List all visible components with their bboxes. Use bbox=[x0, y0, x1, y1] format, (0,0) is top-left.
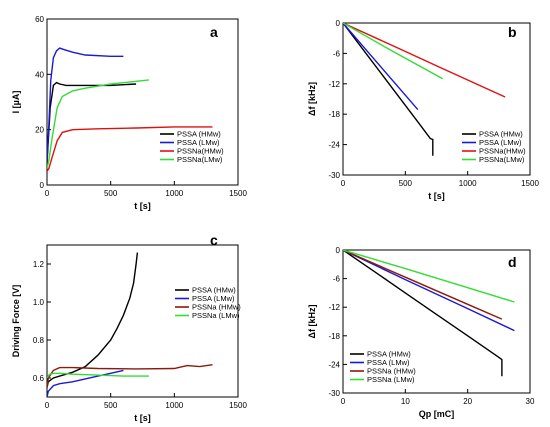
series-line-3 bbox=[47, 372, 149, 379]
x-tick-label: 1500 bbox=[521, 179, 539, 188]
y-tick-label: -18 bbox=[328, 332, 340, 341]
x-axis-label: Qp [mC] bbox=[419, 409, 455, 419]
legend-entry: PSSA (HMw) bbox=[192, 286, 236, 295]
y-tick-label: -24 bbox=[328, 141, 340, 150]
y-tick-label: 20 bbox=[35, 126, 44, 135]
panel-letter: a bbox=[210, 24, 218, 40]
plot-frame bbox=[342, 249, 531, 394]
legend-entry: PSSA (LMw) bbox=[192, 294, 235, 303]
y-tick-label: 0 bbox=[336, 19, 341, 28]
legend-entry: PSSA (HMw) bbox=[367, 350, 411, 359]
legend-entry: PSSNa(LMw) bbox=[177, 155, 223, 164]
x-axis-label: t [s] bbox=[134, 413, 151, 423]
series-line-2 bbox=[47, 364, 213, 388]
legend-entry: PSSNa(HMw) bbox=[177, 147, 224, 156]
legend-entry: PSSNa (HMw) bbox=[367, 367, 416, 376]
series-line-0 bbox=[47, 81, 137, 163]
legend-entry: PSSNa (LMw) bbox=[192, 311, 240, 320]
legend-entry: PSSNa(HMw) bbox=[479, 147, 526, 156]
series-line-2 bbox=[343, 23, 506, 98]
panel-c: 0 500 1000 1500 0.6 0.8 1.0 1.2 t [s] Driving For… bbox=[11, 232, 247, 423]
y-tick-label: 40 bbox=[35, 70, 44, 79]
y-tick-label: -12 bbox=[328, 80, 340, 89]
legend: PSSA (HMw)PSSA (LMw)PSSNa (HMw)PSSNa (LM… bbox=[350, 350, 416, 384]
x-axis-label: t [s] bbox=[134, 201, 151, 211]
plot-frame bbox=[46, 18, 239, 186]
y-tick-label: -30 bbox=[328, 171, 340, 180]
x-tick-label: 0 bbox=[45, 401, 50, 410]
panel-letter: d bbox=[508, 254, 517, 270]
panel-b: 0 500 1000 1500 0 -6 -12 -18 -24 -30 t [s] Δf [kHz]… bbox=[307, 19, 539, 201]
y-tick-label: 0 bbox=[336, 246, 341, 255]
x-tick-label: 0 bbox=[341, 179, 346, 188]
legend-entry: PSSA (HMw) bbox=[479, 130, 523, 139]
series-line-1 bbox=[47, 369, 124, 397]
series-line-3 bbox=[47, 79, 149, 169]
x-axis-label: t [s] bbox=[428, 191, 445, 201]
y-tick-label: 0.6 bbox=[33, 374, 45, 383]
series-line-1 bbox=[343, 23, 419, 111]
y-tick-label: 1.2 bbox=[33, 260, 45, 269]
series-line-2 bbox=[343, 250, 503, 320]
series-line-1 bbox=[47, 47, 124, 161]
legend: PSSA (HMw)PSSA (LMw)PSSNa (HMw)PSSNa (LM… bbox=[175, 286, 241, 320]
series-line-3 bbox=[343, 250, 515, 303]
x-tick-label: 0 bbox=[45, 189, 50, 198]
x-tick-label: 500 bbox=[104, 401, 118, 410]
x-tick-label: 1000 bbox=[165, 401, 183, 410]
x-tick-label: 30 bbox=[526, 397, 535, 406]
legend-entry: PSSA (LMw) bbox=[367, 358, 410, 367]
y-tick-label: -12 bbox=[328, 303, 340, 312]
y-tick-label: 1.0 bbox=[33, 298, 45, 307]
series-line-0 bbox=[47, 252, 139, 388]
y-axis-label: Δf [kHz] bbox=[307, 82, 317, 116]
y-tick-label: -30 bbox=[328, 389, 340, 398]
legend-entry: PSSA (LMw) bbox=[177, 138, 220, 147]
series-line-3 bbox=[343, 23, 444, 80]
y-axis-label: Δf [kHz] bbox=[307, 305, 317, 339]
legend-entry: PSSNa (LMw) bbox=[367, 375, 415, 384]
x-tick-label: 1500 bbox=[229, 401, 247, 410]
series-line-2 bbox=[47, 126, 213, 172]
x-tick-label: 1000 bbox=[459, 179, 477, 188]
legend-entry: PSSA (LMw) bbox=[479, 138, 522, 147]
x-tick-label: 0 bbox=[341, 397, 346, 406]
x-tick-label: 500 bbox=[104, 189, 118, 198]
panel-d: 0 10 20 30 0 -6 -12 -18 -24 -30 Qp [mC] Δf [kHz] d PS… bbox=[307, 246, 535, 419]
y-tick-label: 0.8 bbox=[33, 336, 45, 345]
y-axis-label: Driving Force [V] bbox=[11, 285, 21, 358]
series-line-1 bbox=[343, 250, 515, 332]
panel-a: 0 500 1000 1500 0 20 40 60 t [s] I [µA] a PSSA (HMw… bbox=[11, 15, 247, 211]
legend: PSSA (HMw)PSSA (LMw)PSSNa(HMw)PSSNa(LMw) bbox=[160, 130, 224, 164]
panel-letter: b bbox=[508, 24, 517, 40]
y-tick-label: -6 bbox=[333, 275, 341, 284]
y-tick-label: -6 bbox=[333, 49, 341, 58]
series-line-0 bbox=[343, 250, 503, 377]
plot-frame bbox=[342, 22, 531, 176]
x-tick-label: 1500 bbox=[229, 189, 247, 198]
legend-entry: PSSNa (HMw) bbox=[192, 303, 241, 312]
legend: PSSA (HMw)PSSA (LMw)PSSNa(HMw)PSSNa(LMw) bbox=[462, 130, 526, 164]
plot-frame bbox=[46, 244, 239, 398]
series-line-0 bbox=[343, 23, 434, 156]
x-tick-label: 1000 bbox=[165, 189, 183, 198]
legend-entry: PSSA (HMw) bbox=[177, 130, 221, 139]
y-tick-label: 0 bbox=[40, 181, 45, 190]
x-tick-label: 500 bbox=[399, 179, 413, 188]
x-tick-label: 10 bbox=[401, 397, 410, 406]
y-tick-label: -24 bbox=[328, 360, 340, 369]
legend-entry: PSSNa(LMw) bbox=[479, 155, 525, 164]
y-axis-label: I [µA] bbox=[11, 91, 21, 114]
y-tick-label: -18 bbox=[328, 110, 340, 119]
panel-letter: c bbox=[210, 232, 218, 248]
x-tick-label: 20 bbox=[463, 397, 472, 406]
y-tick-label: 60 bbox=[35, 15, 44, 24]
